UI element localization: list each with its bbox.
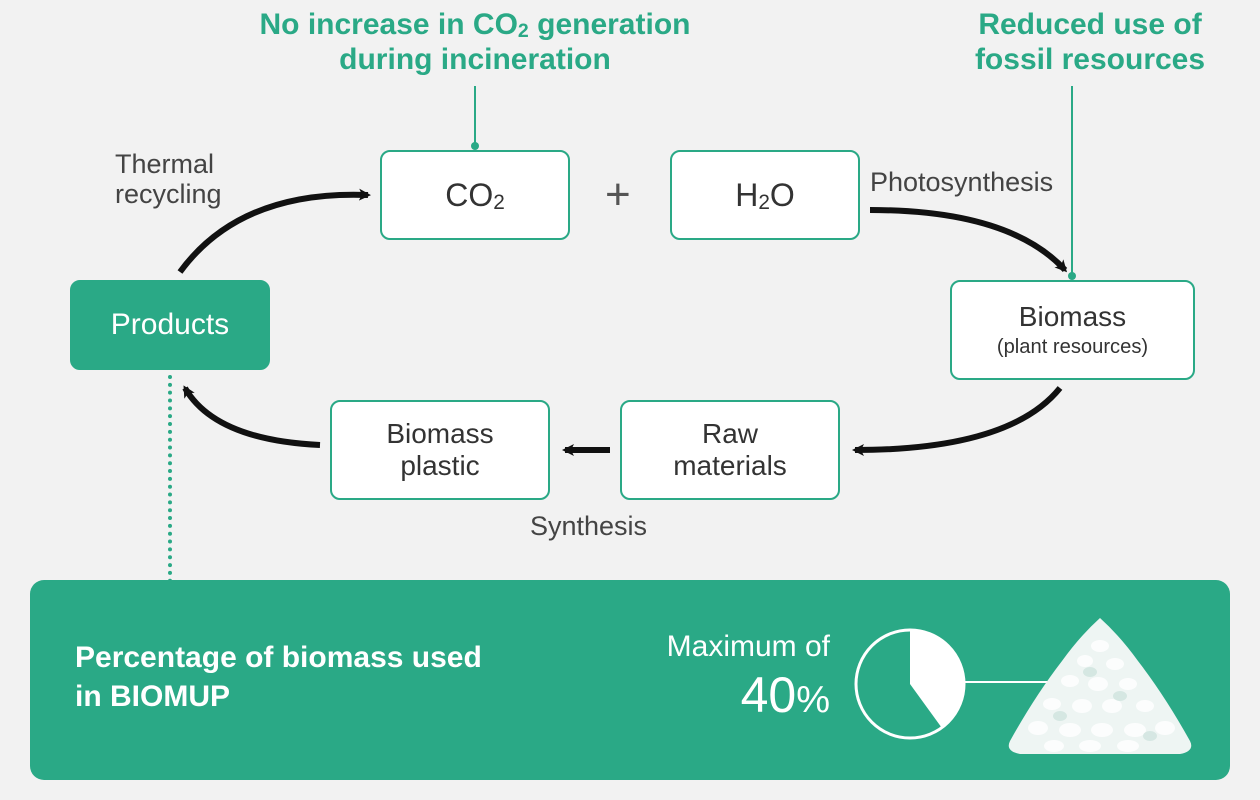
node-raw-materials-real: Rawmaterials — [620, 400, 840, 500]
annotation-co2-line1: No increase in CO2 generation — [260, 8, 691, 41]
pie-chart-icon — [850, 624, 970, 744]
annotation-fossil-line1: Reduced use of — [978, 8, 1201, 41]
node-products-label: Products — [111, 308, 229, 343]
banner-title: Percentage of biomass usedin BIOMUP — [75, 638, 482, 716]
annotation-fossil: Reduced use of fossil resources — [940, 8, 1240, 77]
node-raw-content: Rawmaterials — [673, 418, 787, 482]
pellet-pile-icon — [990, 606, 1210, 766]
node-h2o-label: H2O — [735, 177, 795, 214]
label-synthesis: Synthesis — [530, 512, 647, 542]
annotation-co2: No increase in CO2 generation during inc… — [180, 8, 770, 77]
node-bioplastic-content: Biomassplastic — [386, 418, 493, 482]
banner-max-block: Maximum of 40% — [590, 630, 830, 724]
banner-max-label: Maximum of — [590, 630, 830, 664]
annotation-co2-line2: during incineration — [339, 43, 611, 76]
node-h2o: H2O — [670, 150, 860, 240]
plus-symbol: + — [605, 170, 631, 220]
annotation-fossil-line2: fossil resources — [975, 43, 1205, 76]
label-thermal-recycling: Thermalrecycling — [115, 150, 222, 209]
biomass-percentage-banner: Percentage of biomass usedin BIOMUP Maxi… — [30, 580, 1230, 780]
dotted-connector — [168, 375, 172, 583]
node-biomass: Biomass (plant resources) — [950, 280, 1195, 380]
label-photosynthesis: Photosynthesis — [870, 168, 1053, 198]
banner-percent: 40% — [590, 666, 830, 724]
node-biomass-label: Biomass (plant resources) — [997, 301, 1148, 358]
node-co2: CO2 — [380, 150, 570, 240]
node-biomass-plastic: Biomassplastic — [330, 400, 550, 500]
node-products: Products — [70, 280, 270, 370]
node-co2-label: CO2 — [445, 177, 505, 214]
